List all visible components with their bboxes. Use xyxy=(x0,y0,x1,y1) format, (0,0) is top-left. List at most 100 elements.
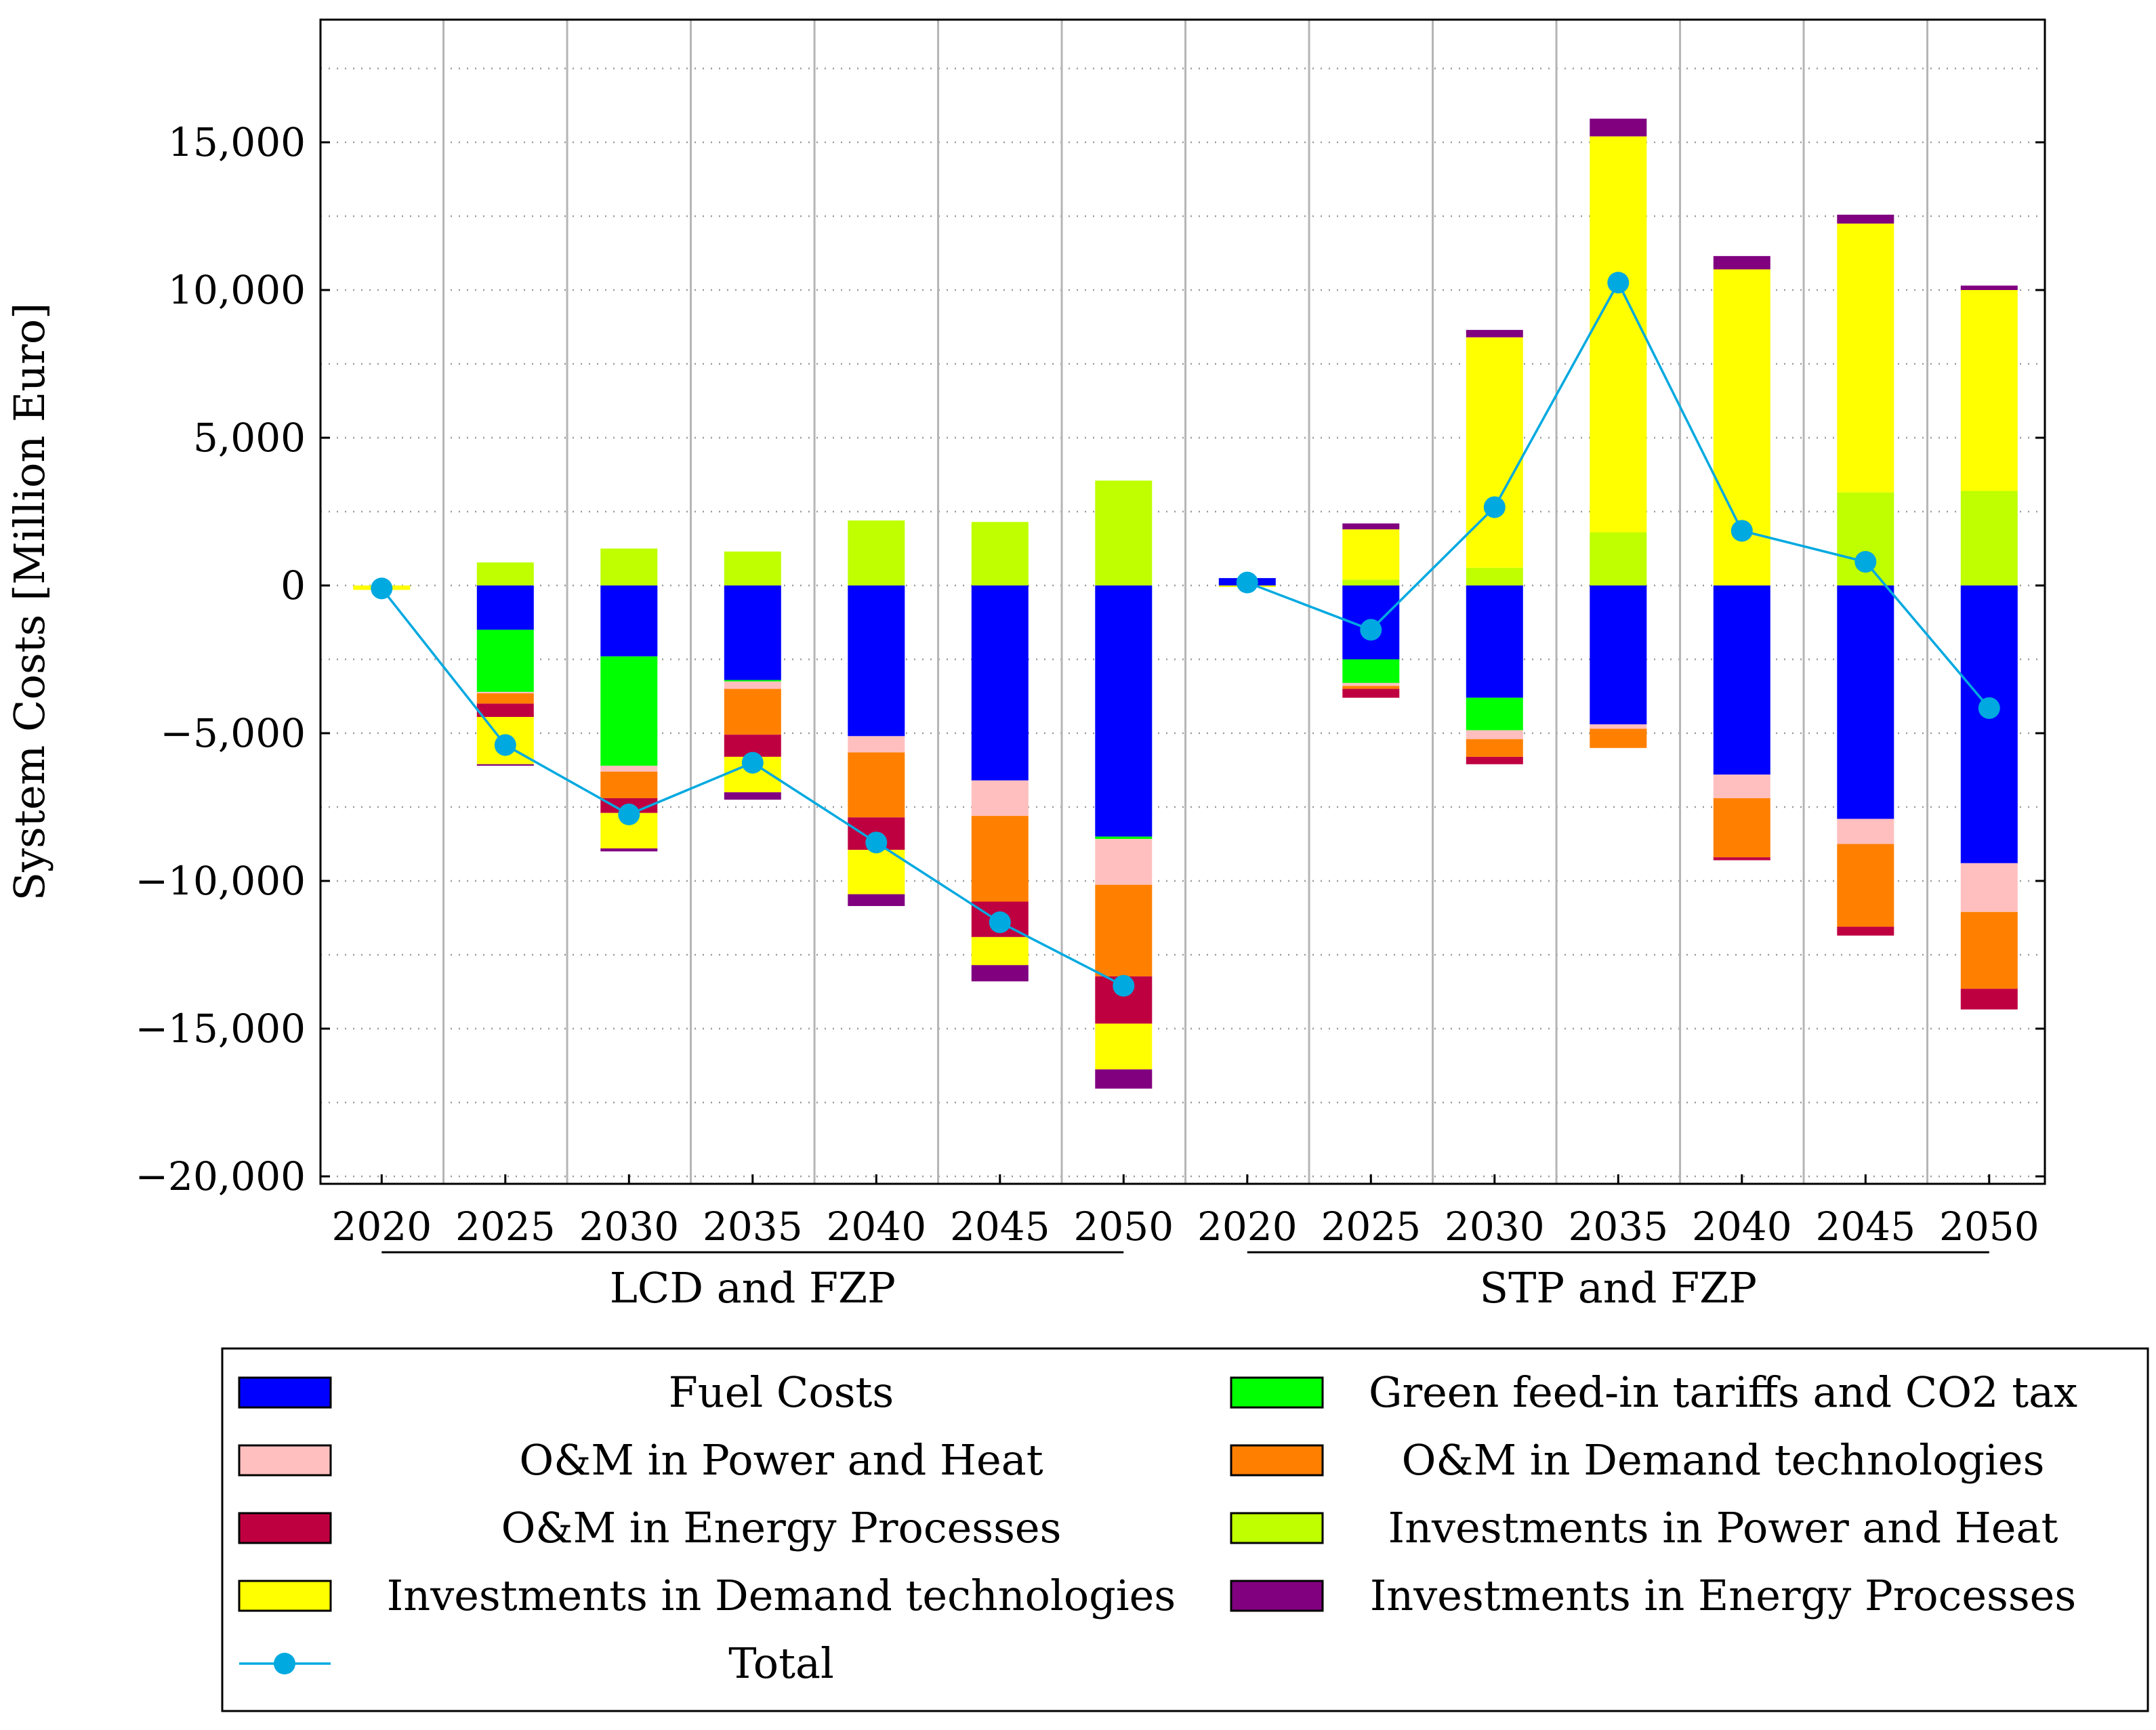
bar-segment-8 xyxy=(1713,255,1770,270)
bar-segment-3 xyxy=(1837,819,1894,844)
legend-label: Investments in Demand technologies xyxy=(387,1571,1176,1620)
x-tick-label: 2020 xyxy=(331,1203,432,1250)
x-axis-ticks: 2020 2025 2030 2035 2040 2045 2050 2020 2025 2030… xyxy=(331,1174,2039,1250)
total-point xyxy=(741,751,764,774)
legend-label: Green feed-in tariffs and CO2 tax xyxy=(1369,1367,2077,1417)
bar-segment-8 xyxy=(476,764,534,766)
bar-segment-1 xyxy=(848,585,905,737)
bar-segment-1 xyxy=(1590,585,1647,724)
bar-segment-6 xyxy=(1960,491,2018,585)
bar-segment-1 xyxy=(476,585,534,630)
bar-segment-2 xyxy=(600,656,658,766)
bar-segment-3 xyxy=(848,736,905,753)
bar-segment-7 xyxy=(848,850,905,894)
legend-swatch xyxy=(1230,1512,1324,1544)
bar-segment-5 xyxy=(1837,926,1894,936)
bar-segment-2 xyxy=(1095,836,1153,840)
bar-segment-5 xyxy=(1466,756,1523,764)
bar-segment-8 xyxy=(1342,523,1400,530)
bar-segment-7 xyxy=(1837,223,1894,493)
bar-segment-1 xyxy=(971,585,1029,781)
y-tick-label: −10,000 xyxy=(135,858,306,904)
legend-swatch xyxy=(1230,1580,1324,1612)
legend-label: O&M in Energy Processes xyxy=(501,1503,1062,1552)
bar-segment-5 xyxy=(1713,857,1770,861)
bar-segment-1 xyxy=(1713,585,1770,775)
y-axis-ticks: −20,000 −15,000 −10,000 −5,000 0 5,000 10,000 1… xyxy=(135,119,2045,1199)
x-tick-label: 2040 xyxy=(826,1203,926,1250)
bar-segment-5 xyxy=(476,703,534,718)
y-tick-label: 0 xyxy=(281,562,306,609)
bar-stacks xyxy=(353,119,2018,1089)
bar-segment-4 xyxy=(1837,844,1894,927)
legend-label: O&M in Power and Heat xyxy=(519,1435,1043,1485)
group-label: STP and FZP xyxy=(1480,1263,1757,1313)
bar-segment-6 xyxy=(1342,579,1400,585)
legend-box xyxy=(221,1347,2149,1712)
bar-segment-8 xyxy=(724,792,781,800)
x-tick-label: 2040 xyxy=(1692,1203,1792,1250)
total-point xyxy=(989,911,1011,934)
total-point xyxy=(494,734,516,756)
x-tick-label: 2025 xyxy=(455,1203,556,1250)
total-point xyxy=(1607,272,1630,294)
y-tick-label: −5,000 xyxy=(160,710,306,756)
x-tick-label: 2050 xyxy=(1073,1203,1174,1250)
total-point xyxy=(1113,974,1135,997)
bar-segment-7 xyxy=(1095,1023,1153,1070)
bar-segment-1 xyxy=(1837,585,1894,819)
bar-segment-2 xyxy=(1342,659,1400,683)
legend-label: Fuel Costs xyxy=(669,1367,894,1417)
y-tick-label: 10,000 xyxy=(168,267,306,313)
bar-segment-4 xyxy=(1713,798,1770,858)
bar-segment-5 xyxy=(1960,989,2018,1010)
total-point xyxy=(371,577,393,600)
bar-segment-7 xyxy=(1466,337,1523,568)
bar-segment-4 xyxy=(1590,728,1647,748)
y-tick-label: −20,000 xyxy=(135,1153,306,1199)
bar-segment-7 xyxy=(1342,529,1400,580)
bar-segment-3 xyxy=(971,780,1029,817)
legend-label: Investments in Power and Heat xyxy=(1388,1503,2058,1552)
x-tick-label: 2030 xyxy=(579,1203,679,1250)
legend-marker-swatch xyxy=(274,1653,295,1674)
legend-label: Total xyxy=(728,1639,834,1688)
y-tick-label: 15,000 xyxy=(168,119,306,165)
x-tick-label: 2045 xyxy=(950,1203,1050,1250)
legend: Fuel Costs Green feed-in tariffs and CO2 … xyxy=(238,1367,2077,1688)
bar-segment-1 xyxy=(1466,585,1523,698)
total-point xyxy=(1236,571,1258,594)
bar-segment-2 xyxy=(1466,697,1523,730)
group-labels: LCD and FZP STP and FZP xyxy=(381,1251,1989,1313)
bar-segment-7 xyxy=(971,936,1029,966)
bar-segment-3 xyxy=(1960,863,2018,912)
x-tick-label: 2030 xyxy=(1445,1203,1545,1250)
bar-segment-4 xyxy=(1960,911,2018,989)
bar-segment-8 xyxy=(1466,329,1523,337)
bar-segment-7 xyxy=(1960,290,2018,491)
bar-segment-3 xyxy=(1713,775,1770,798)
bar-segment-4 xyxy=(600,771,658,798)
x-tick-label: 2045 xyxy=(1815,1203,1915,1250)
bar-segment-4 xyxy=(724,688,781,735)
x-tick-label: 2020 xyxy=(1197,1203,1298,1250)
legend-swatch xyxy=(238,1376,332,1409)
y-tick-label: 5,000 xyxy=(193,415,306,461)
bar-segment-3 xyxy=(1095,839,1153,885)
gridlines xyxy=(320,20,2045,1184)
bar-segment-1 xyxy=(724,585,781,680)
total-point xyxy=(1483,496,1506,518)
bar-segment-6 xyxy=(1590,532,1647,585)
bar-segment-1 xyxy=(600,585,658,657)
bar-segment-6 xyxy=(971,522,1029,585)
bar-segment-8 xyxy=(1837,214,1894,224)
legend-label: O&M in Demand technologies xyxy=(1402,1435,2045,1485)
total-point xyxy=(1978,697,2000,719)
total-point xyxy=(1360,619,1382,641)
x-tick-label: 2035 xyxy=(703,1203,803,1250)
bar-segment-3 xyxy=(1342,682,1400,686)
legend-swatch xyxy=(238,1512,332,1544)
bar-segment-6 xyxy=(1095,480,1153,585)
bar-segment-2 xyxy=(724,680,781,682)
